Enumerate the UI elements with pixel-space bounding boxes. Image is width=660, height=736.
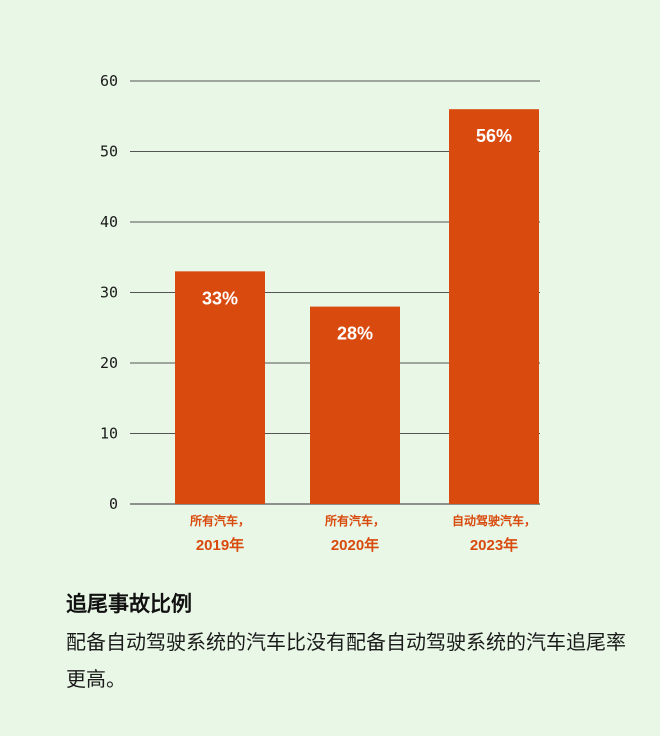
caption: 追尾事故比例 配备自动驾驶系统的汽车比没有配备自动驾驶系统的汽车追尾率更高。 xyxy=(66,588,626,698)
category-label-2-line1: 自动驾驶汽车， xyxy=(452,513,536,528)
category-label-1-line2: 2020年 xyxy=(331,536,379,554)
y-tick-label-50: 50 xyxy=(100,143,118,161)
y-tick-label-20: 20 xyxy=(100,354,118,372)
bar-value-label-1: 28% xyxy=(337,324,373,344)
y-tick-label-40: 40 xyxy=(100,213,118,231)
y-tick-label-60: 60 xyxy=(100,72,118,90)
bar-chart: 0 10 20 30 40 50 60 33% 所有汽车， 2019年 28% 所有汽车， 2020年 5… xyxy=(100,72,540,554)
category-label-1-line1: 所有汽车， xyxy=(325,513,385,528)
category-label-0-line1: 所有汽车， xyxy=(190,513,250,528)
bar-value-label-2: 56% xyxy=(476,126,512,146)
y-tick-label-10: 10 xyxy=(100,425,118,443)
y-tick-label-30: 30 xyxy=(100,284,118,302)
y-tick-label-0: 0 xyxy=(109,495,118,513)
caption-body: 配备自动驾驶系统的汽车比没有配备自动驾驶系统的汽车追尾率更高。 xyxy=(66,630,626,691)
bar-value-label-0: 33% xyxy=(202,288,238,308)
bar-1 xyxy=(310,306,400,504)
category-label-2-line2: 2023年 xyxy=(470,536,518,554)
bar-0 xyxy=(175,271,265,504)
category-label-0-line2: 2019年 xyxy=(196,536,244,554)
caption-title: 追尾事故比例 xyxy=(66,592,192,616)
bar-2 xyxy=(449,109,539,504)
